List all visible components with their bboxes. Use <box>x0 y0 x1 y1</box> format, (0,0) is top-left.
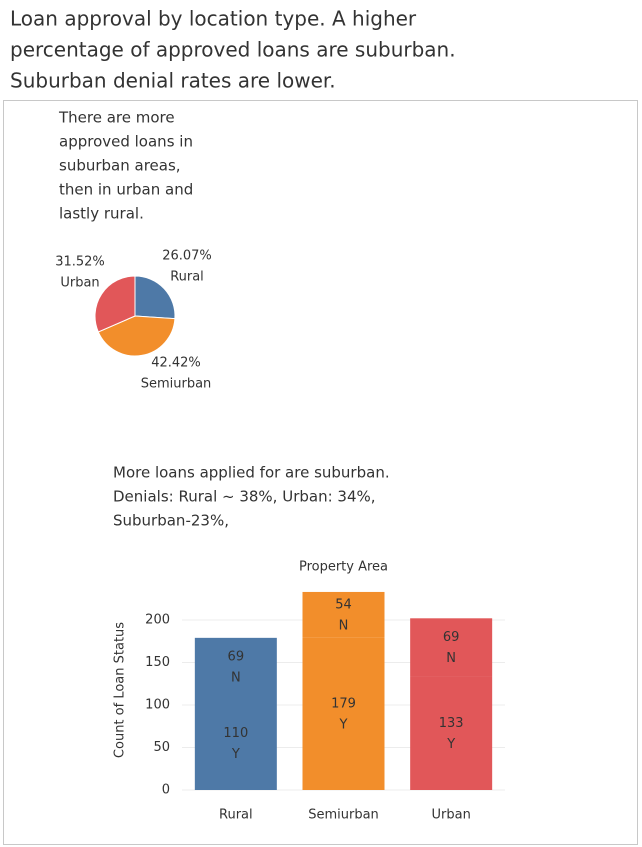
pie-slice <box>94 275 136 333</box>
annotation: approved loans in <box>59 133 193 151</box>
segment-value-label: 69 <box>443 630 460 645</box>
y-tick-label: 200 <box>145 613 170 628</box>
segment-name-label: N <box>339 618 349 633</box>
annotation: Denials: Rural ~ 38%, Urban: 34%, <box>113 488 376 506</box>
bar-segment <box>302 637 385 790</box>
x-tick-label: Rural <box>219 808 253 823</box>
annotation: More loans applied for are suburban. <box>113 464 390 482</box>
slice-category-label: Rural <box>170 270 204 285</box>
y-tick-label: 0 <box>162 783 170 798</box>
segment-value-label: 179 <box>331 696 356 711</box>
x-tick-label: Urban <box>432 808 471 823</box>
slice-value-label: 31.52% <box>55 255 105 270</box>
segment-value-label: 110 <box>223 726 248 741</box>
bar-segment <box>302 591 385 638</box>
dashboard-border <box>3 100 638 845</box>
segment-name-label: N <box>446 651 456 666</box>
bar-segment <box>194 637 277 697</box>
segment-name-label: Y <box>339 717 348 732</box>
dashboard-title: percentage of approved loans are suburba… <box>10 38 456 62</box>
bar-segment <box>410 618 493 677</box>
slice-category-label: Urban <box>60 276 99 291</box>
annotation: lastly rural. <box>59 205 144 223</box>
pie-slice <box>134 275 176 320</box>
dashboard-title: Loan approval by location type. A higher <box>10 7 417 31</box>
slice-category-label: Semiurban <box>141 377 212 392</box>
segment-name-label: Y <box>231 747 240 762</box>
dashboard-title: Suburban denial rates are lower. <box>10 69 336 93</box>
slice-value-label: 42.42% <box>151 356 201 371</box>
annotation: suburban areas, <box>59 157 181 175</box>
segment-name-label: Y <box>446 737 455 752</box>
segment-value-label: 54 <box>335 597 352 612</box>
slice-value-label: 26.07% <box>162 249 212 264</box>
segment-value-label: 69 <box>228 650 245 665</box>
pie-slice <box>97 315 176 357</box>
x-tick-label: Semiurban <box>308 808 379 823</box>
segment-value-label: 133 <box>439 716 464 731</box>
segment-name-label: N <box>231 671 241 686</box>
bar-segment <box>194 696 277 790</box>
y-axis-label: Count of Loan Status <box>113 622 128 758</box>
y-tick-label: 100 <box>145 698 170 713</box>
annotation: There are more <box>58 109 175 127</box>
y-tick-label: 150 <box>145 655 170 670</box>
annotation: Suburban-23%, <box>113 512 229 530</box>
axis-title: Property Area <box>299 560 388 575</box>
annotation: then in urban and <box>59 181 193 199</box>
y-tick-label: 50 <box>153 740 170 755</box>
bar-segment <box>410 676 493 790</box>
